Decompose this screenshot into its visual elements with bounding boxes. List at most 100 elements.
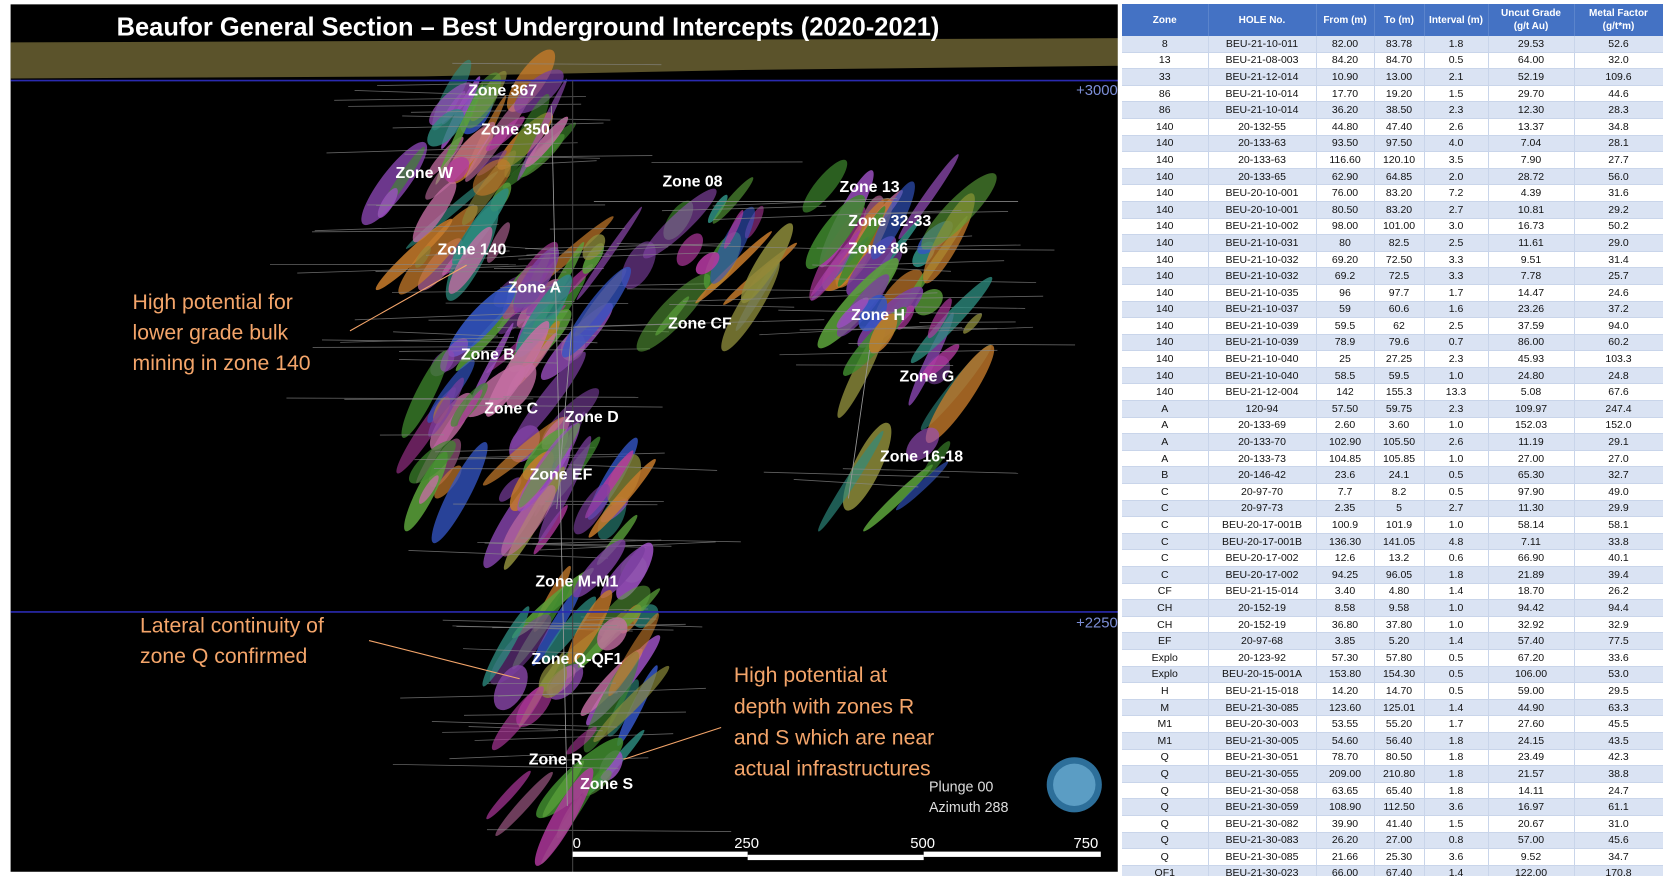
table-cell: 60.6: [1374, 301, 1424, 318]
table-row: C20-97-707.78.20.597.9049.0: [1122, 484, 1663, 501]
table-cell: 59.00: [1488, 683, 1574, 700]
table-cell: 58.1: [1574, 517, 1663, 534]
table-cell: 105.50: [1374, 434, 1424, 451]
annotation: lower grade bulk: [133, 321, 289, 344]
table-cell: C: [1122, 533, 1208, 550]
table-cell: 79.6: [1374, 334, 1424, 351]
table-cell: 1.8: [1424, 567, 1488, 584]
table-cell: 31.6: [1574, 185, 1663, 202]
table-cell: QF1: [1122, 865, 1208, 876]
table-cell: 11.61: [1488, 235, 1574, 252]
header-text: (g/t*m): [1575, 20, 1663, 33]
table-cell: 10.90: [1316, 69, 1374, 86]
scale-label: 0: [573, 836, 581, 852]
table-cell: 20-97-70: [1208, 484, 1316, 501]
drill-trace: [651, 162, 802, 163]
table-cell: 3.6: [1424, 799, 1488, 816]
table-cell: C: [1122, 500, 1208, 517]
table-row: A20-133-70102.90105.502.611.1929.1: [1122, 434, 1663, 451]
table-cell: 27.25: [1374, 351, 1424, 368]
table-cell: 20-133-69: [1208, 417, 1316, 434]
table-cell: A: [1122, 401, 1208, 418]
table-cell: 33.8: [1574, 533, 1663, 550]
table-cell: BEU-20-30-003: [1208, 716, 1316, 733]
table-row: 14020-132-5544.8047.402.613.3734.8: [1122, 118, 1663, 135]
table-cell: BEU-21-10-032: [1208, 251, 1316, 268]
table-cell: 3.6: [1424, 849, 1488, 866]
table-cell: 2.6: [1424, 118, 1488, 135]
table-row: 13BEU-21-08-00384.2084.700.564.0032.0: [1122, 52, 1663, 69]
table-cell: 1.4: [1424, 699, 1488, 716]
table-cell: 170.8: [1574, 865, 1663, 876]
table-cell: 3.85: [1316, 633, 1374, 650]
table-cell: 210.80: [1374, 766, 1424, 783]
table-cell: 49.0: [1574, 484, 1663, 501]
table-cell: 57.30: [1316, 649, 1374, 666]
table-cell: 24.8: [1574, 367, 1663, 384]
table-cell: 66.00: [1316, 865, 1374, 876]
table-cell: 1.0: [1424, 367, 1488, 384]
table-cell: 37.80: [1374, 616, 1424, 633]
table-cell: 23.49: [1488, 749, 1574, 766]
drill-trace: [796, 365, 953, 366]
table-cell: 65.40: [1374, 782, 1424, 799]
table-cell: 3.40: [1316, 583, 1374, 600]
table-cell: 80: [1316, 235, 1374, 252]
table-cell: 59.75: [1374, 401, 1424, 418]
zone-label: Zone 367: [468, 82, 537, 99]
table-row: QF1BEU-21-30-02366.0067.401.4122.00170.8: [1122, 865, 1663, 876]
table-cell: 34.8: [1574, 118, 1663, 135]
table-cell: 69.2: [1316, 268, 1374, 285]
table-cell: CF: [1122, 583, 1208, 600]
table-row: MBEU-21-30-085123.60125.011.444.9063.3: [1122, 699, 1663, 716]
table-cell: 1.8: [1424, 749, 1488, 766]
table-cell: 83.78: [1374, 36, 1424, 52]
annotation: High potential for: [133, 291, 293, 314]
table-cell: 1.4: [1424, 633, 1488, 650]
table-cell: 7.11: [1488, 533, 1574, 550]
table-cell: 72.5: [1374, 268, 1424, 285]
table-cell: Q: [1122, 749, 1208, 766]
table-cell: 63.65: [1316, 782, 1374, 799]
header-row: ZoneHOLE No.From (m)To (m)Interval (m)Un…: [1122, 4, 1663, 36]
table-cell: 29.70: [1488, 85, 1574, 102]
table-cell: 140: [1122, 384, 1208, 401]
table-row: 140BEU-21-10-03269.272.53.37.7825.7: [1122, 268, 1663, 285]
zone-label: Zone 08: [662, 174, 722, 191]
elevation-label: +3000: [1076, 83, 1118, 99]
scale-bar: [924, 852, 1101, 857]
table-cell: 4.39: [1488, 185, 1574, 202]
table-cell: BEU-21-30-085: [1208, 849, 1316, 866]
table-cell: 98.00: [1316, 218, 1374, 235]
table-cell: 97.50: [1374, 135, 1424, 152]
table-cell: C: [1122, 517, 1208, 534]
table-cell: 20-97-68: [1208, 633, 1316, 650]
table-cell: 3.5: [1424, 152, 1488, 169]
table-row: M1BEU-21-30-00554.6056.401.824.1543.5: [1122, 732, 1663, 749]
table-cell: 154.30: [1374, 666, 1424, 683]
table-cell: 2.3: [1424, 401, 1488, 418]
table-cell: 122.00: [1488, 865, 1574, 876]
table-cell: 2.3: [1424, 351, 1488, 368]
table-cell: BEU-21-10-014: [1208, 102, 1316, 119]
table-cell: BEU-21-30-058: [1208, 782, 1316, 799]
table-cell: 57.00: [1488, 832, 1574, 849]
table-cell: 83.20: [1374, 185, 1424, 202]
table-row: 140BEU-21-10-0359697.71.714.4724.6: [1122, 284, 1663, 301]
table-cell: 2.60: [1316, 417, 1374, 434]
table-cell: 140: [1122, 201, 1208, 218]
zone-label: Zone G: [900, 369, 955, 386]
table-row: 14020-133-6562.9064.852.028.7256.0: [1122, 168, 1663, 185]
table-cell: 84.20: [1316, 52, 1374, 69]
table-row: CFBEU-21-15-0143.404.801.418.7026.2: [1122, 583, 1663, 600]
table-cell: 1.6: [1424, 301, 1488, 318]
table-cell: BEU-21-08-003: [1208, 52, 1316, 69]
table-row: 140BEU-21-10-03959.5622.537.5994.0: [1122, 318, 1663, 335]
table-cell: Q: [1122, 799, 1208, 816]
table-cell: 39.90: [1316, 815, 1374, 832]
header-text: To (m): [1375, 14, 1424, 27]
table-cell: 64.00: [1488, 52, 1574, 69]
table-cell: 37.2: [1574, 301, 1663, 318]
table-cell: 32.9: [1574, 616, 1663, 633]
